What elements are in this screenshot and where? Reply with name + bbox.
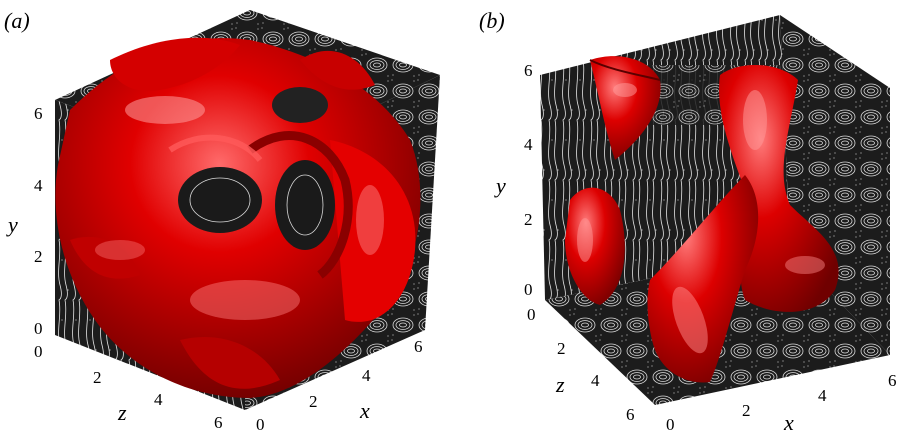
panel-a-y-tick: 6 [34, 104, 43, 123]
panel-b-y-label: y [494, 173, 506, 198]
panel-b-isosurface [565, 56, 839, 383]
panel-b-y-axis: y 0 2 4 6 [494, 61, 533, 299]
panel-a-x-tick: 2 [309, 392, 318, 411]
panel-a-isosurface [55, 37, 421, 398]
panel-b-x-label: x [783, 410, 794, 432]
panel-b-face-back-right [780, 15, 890, 355]
panel-a-y-label: y [6, 212, 18, 237]
panel-b-z-axis: z 0 2 4 6 [527, 305, 635, 424]
panel-b-x-tick: 0 [666, 415, 675, 432]
panel-b-y-tick: 4 [524, 135, 533, 154]
panel-a-x-label: x [359, 398, 370, 423]
panel-a: (a) y [4, 8, 440, 434]
panel-a-z-tick: 0 [34, 342, 43, 361]
panel-a-y-tick: 2 [34, 247, 43, 266]
panel-a-y-tick: 4 [34, 176, 43, 195]
panel-b-x-tick: 2 [742, 401, 751, 420]
panel-b-z-label: z [555, 372, 565, 397]
panel-a-label: (a) [4, 8, 30, 33]
panel-b-y-tick: 2 [524, 210, 533, 229]
panel-b-x-axis: x 0 2 4 6 [666, 371, 897, 435]
panel-b-y-tick: 0 [524, 280, 533, 299]
panel-b-y-tick: 6 [524, 61, 533, 80]
panel-b-z-tick: 6 [626, 405, 635, 424]
panel-a-x-tick: 6 [414, 337, 423, 356]
panel-b-z-tick: 0 [527, 305, 536, 324]
panel-a-z-label: z [117, 400, 127, 425]
panel-a-x-tick: 0 [256, 415, 265, 432]
panel-a-y-tick: 0 [34, 319, 43, 338]
panel-b-z-tick: 2 [557, 339, 566, 358]
panel-a-y-axis: y 0 2 4 6 [6, 104, 43, 338]
panel-b-label: (b) [479, 8, 505, 33]
panel-b-z-tick: 4 [591, 371, 600, 390]
panel-b-x-tick: 4 [818, 386, 827, 405]
panel-a-z-tick: 4 [154, 390, 163, 409]
panel-a-z-tick: 6 [214, 413, 223, 432]
panel-a-z-axis: z 0 2 4 6 [34, 342, 223, 432]
panel-a-z-tick: 2 [93, 368, 102, 387]
panel-b: (b) y 0 2 4 6 z [479, 8, 897, 435]
panel-b-x-tick: 6 [888, 371, 897, 390]
panel-a-x-axis: x 0 2 4 6 [256, 337, 423, 434]
panel-a-x-tick: 4 [362, 366, 371, 385]
